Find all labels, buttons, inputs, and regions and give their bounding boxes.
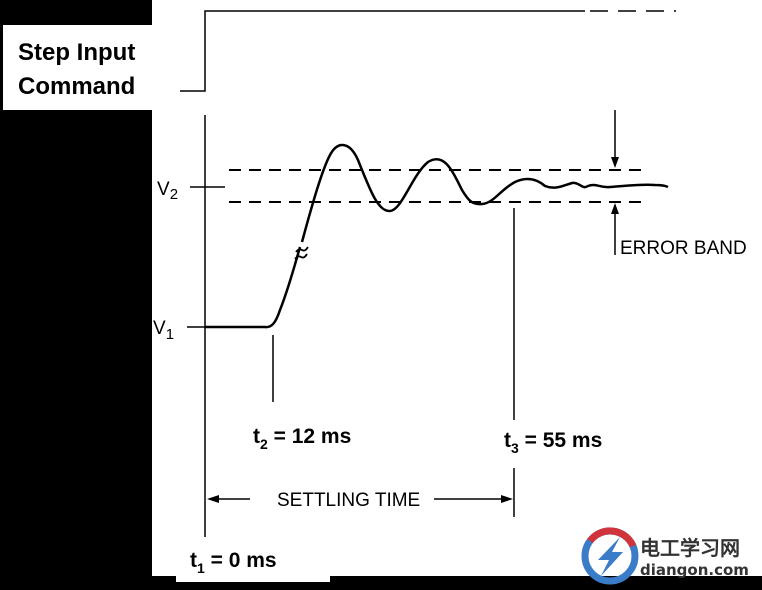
break-mark-icon [294, 246, 309, 260]
arrow-down-icon [611, 157, 619, 168]
step-label-1: Step Input [18, 39, 135, 66]
step-label-box [3, 25, 153, 110]
error-band-label: ERROR BAND [620, 238, 747, 259]
arrow-right-icon [501, 495, 513, 503]
step-input-line [180, 10, 585, 92]
t3-label: t3 = 55 ms [504, 429, 602, 456]
watermark-domain: diangon.com [640, 561, 749, 579]
partial-label: e [138, 259, 151, 286]
diagram-background [152, 0, 762, 576]
v1-label: V1 [153, 318, 174, 343]
step-label-2: Command [18, 73, 135, 100]
t2-label: t2 = 12 ms [253, 425, 351, 452]
settling-time-label: SETTLING TIME [277, 490, 420, 511]
response-curve [205, 143, 669, 329]
arrow-left-icon [207, 495, 219, 503]
arrow-up-icon [611, 203, 619, 214]
watermark-logo: 电工学习网 diangon.com [581, 527, 749, 585]
label-patch [176, 570, 330, 582]
v2-label: V2 [157, 179, 178, 203]
t1-label: t1 = 0 ms [190, 549, 277, 576]
watermark-cn: 电工学习网 [640, 536, 740, 560]
